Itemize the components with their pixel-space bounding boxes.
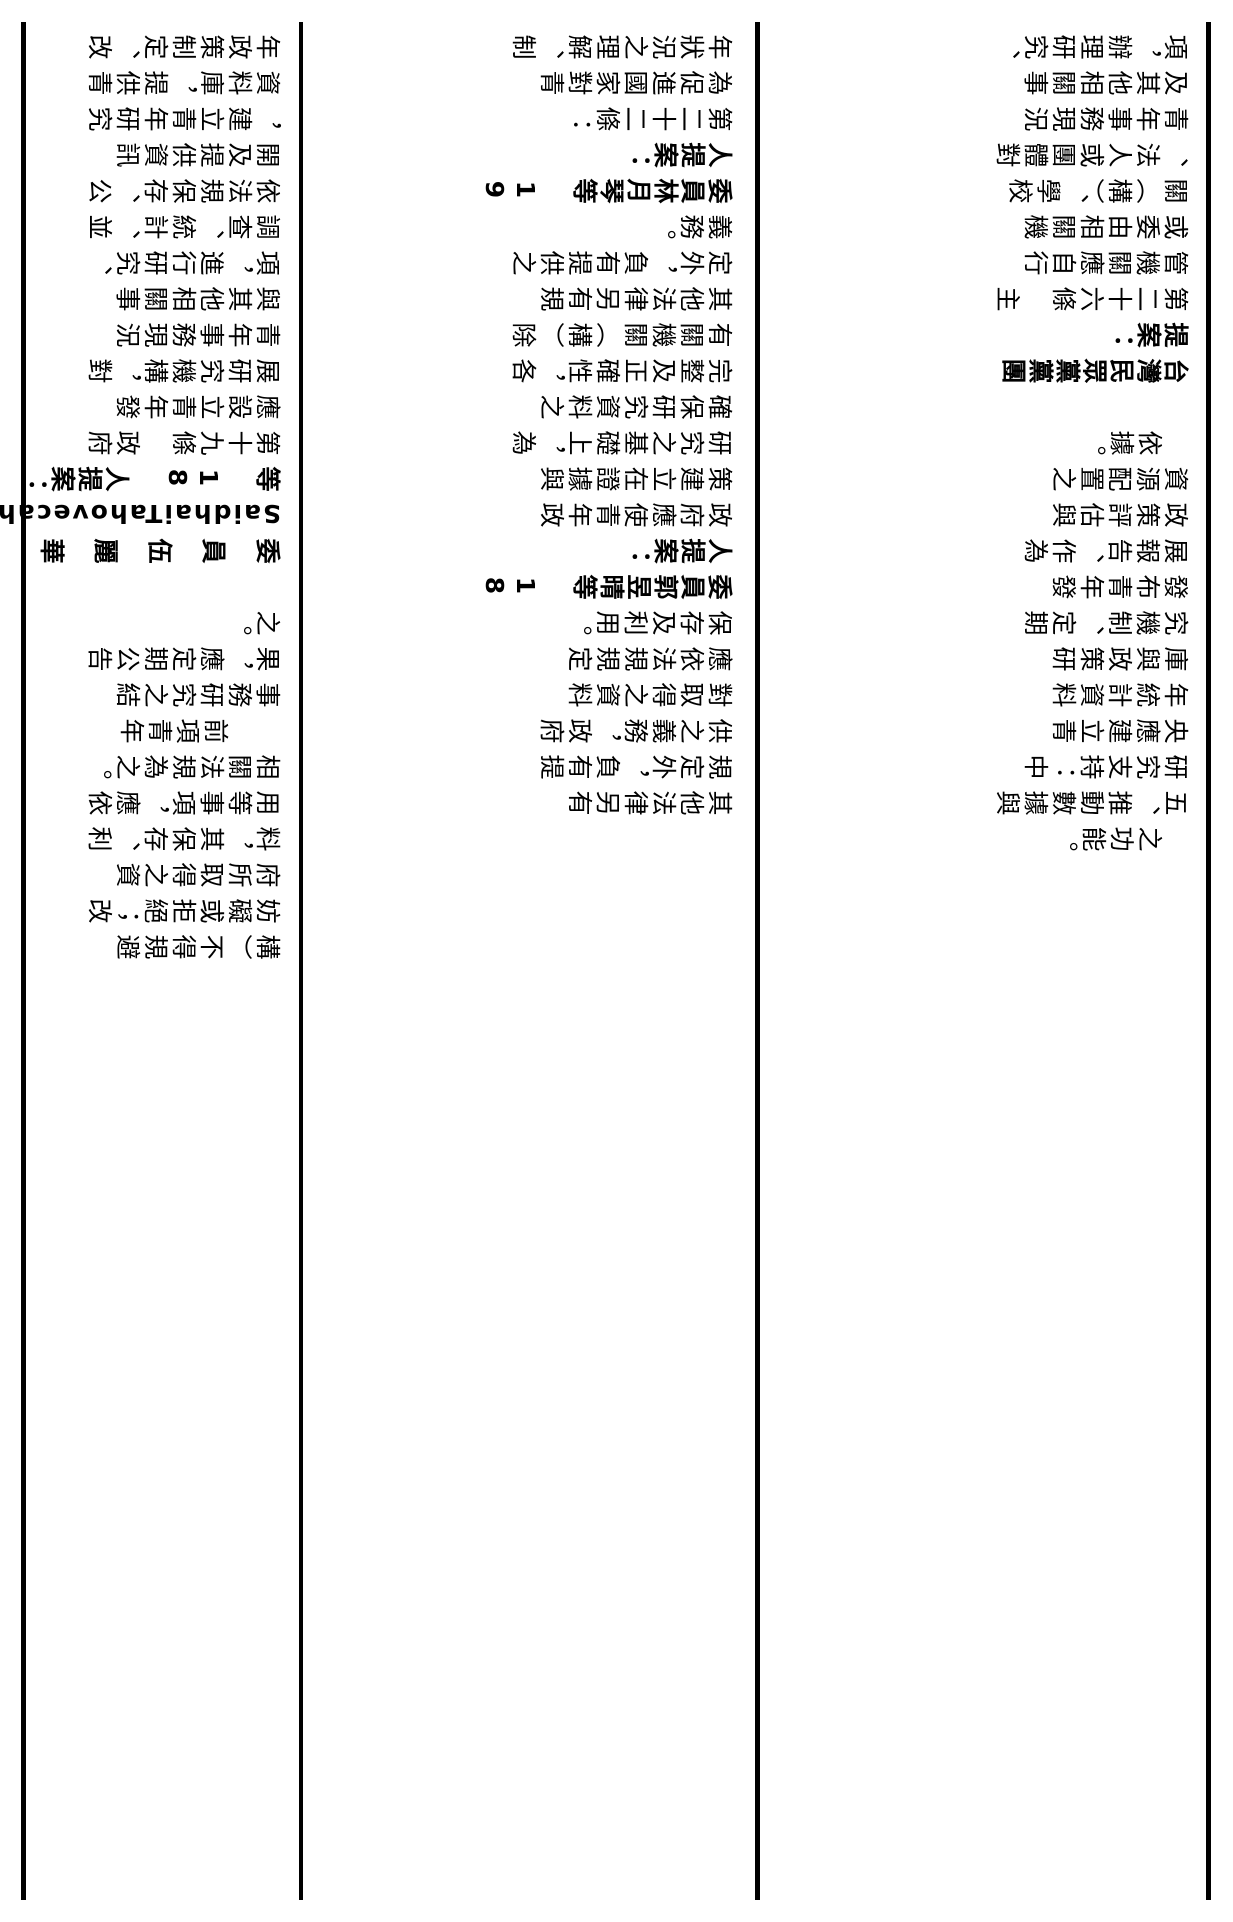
text-column: 五、推動數據與	[993, 787, 1189, 816]
text-column: 妨礙或拒絕；改	[85, 895, 281, 924]
text-column: 委員林月琴等 19	[478, 175, 733, 204]
text-column: 委 員 伍 麗 華	[38, 535, 281, 564]
text-column: 年狀況之理解、制	[509, 31, 733, 60]
column-block-left: 之功能。 五、推動數據與 研究支持：中 央應建立青 年統計資料 庫與政策研 究機制、定期 發布…	[759, 22, 1190, 852]
text-column: 其他法律另有	[565, 787, 733, 816]
text-column: 發布青年發	[1049, 571, 1189, 600]
text-column: 庫與政策研	[1049, 643, 1189, 672]
text-column: 人提案：	[625, 535, 733, 564]
text-column: 第二十六條 主	[993, 283, 1189, 312]
text-column	[26, 573, 281, 598]
text-column: 應依法規規定	[565, 643, 733, 672]
text-column: 政策評估與	[1049, 499, 1189, 528]
text-column: 為促進國家對青	[537, 67, 733, 96]
text-column: 確保研究資料之	[537, 391, 733, 420]
text-column: 構）不得規避	[113, 931, 281, 960]
text-column: 供之義務，政府	[537, 715, 733, 744]
text-column: 依據。	[1079, 427, 1163, 456]
text-column: 其他法律另有規	[537, 283, 733, 312]
text-column: 青年事務現況	[113, 319, 281, 348]
text-column: 研究支持：中	[1021, 751, 1189, 780]
text-column: 第二十二條：	[565, 103, 733, 132]
text-column: 對取得之資料	[565, 679, 733, 708]
text-column: 年政策制定、改	[85, 31, 281, 60]
text-column: 委員郭昱晴等 18	[478, 571, 733, 600]
text-column: 資源配置之	[1049, 463, 1189, 492]
text-column: 用等事項，應依	[85, 787, 281, 816]
text-column: 之。	[225, 607, 281, 636]
text-column: 或委由相關機	[1021, 211, 1189, 240]
text-column: 策建立在證據與	[537, 463, 733, 492]
text-column: 開及提供資訊	[113, 139, 281, 168]
text-column: 青年事務現況	[1021, 103, 1189, 132]
text-column: 府所取得之資	[113, 859, 281, 888]
column-block-right: 構）不得規避 妨礙或拒絕；改 府所取得之資 料，其保存、利 用等事項，應依 相關法規為之。…	[0, 22, 281, 960]
text-column: 研究之基礎上，為	[509, 427, 733, 456]
text-column: 展報告、作為	[1021, 535, 1189, 564]
text-column: 應設立青年發	[113, 391, 281, 420]
table-rule-top	[1206, 22, 1211, 1900]
text-column: 項，進行研究、	[85, 247, 281, 276]
text-column: 人提案：	[625, 139, 733, 168]
text-column: 之功能。	[1051, 823, 1163, 852]
text-column: ，建立青年研究	[85, 103, 281, 132]
text-column: 有關機關（構）除	[509, 319, 733, 348]
text-column: 完整及正確性，各	[509, 355, 733, 384]
text-column: 台灣民眾黨黨團	[1000, 355, 1189, 384]
text-column: 關（構）、學校	[1005, 175, 1190, 204]
text-column: 料，其保存、利	[85, 823, 281, 852]
text-column: 項，辦理研究、	[993, 31, 1189, 60]
text-column	[759, 393, 1189, 418]
text-column: 果，應定期公告	[85, 643, 281, 672]
text-column: 提案：	[1108, 319, 1189, 348]
text-column: 年統計資料	[1049, 679, 1189, 708]
text-column: 與其他相關事	[113, 283, 281, 312]
text-column: 資料庫，提供青	[85, 67, 281, 96]
text-column: 義務。	[649, 211, 733, 240]
text-column: 前項青年	[117, 715, 229, 744]
text-column: 依法規保存、公	[85, 175, 281, 204]
text-column: 究機制、定期	[1021, 607, 1189, 636]
text-column: 管機關應自行	[1021, 247, 1189, 276]
text-column: 調查、統計、並	[85, 211, 281, 240]
text-column: 事務研究之結	[113, 679, 281, 708]
text-column: 央應建立青	[1049, 715, 1189, 744]
column-block-middle: 其他法律另有 規定外，負有提 供之義務，政府 對取得之資料 應依法規規定 保存及利用。 委員…	[303, 22, 733, 816]
text-column: SaidhaiTahovecahe	[0, 499, 281, 528]
text-column: 展研究機構，對	[85, 355, 281, 384]
text-column: 定外，負有提供之	[509, 247, 733, 276]
text-column: 、法人或團體對	[993, 139, 1189, 168]
text-column: 相關法規為之。	[85, 751, 281, 780]
text-column: 及其他相關事	[1021, 67, 1189, 96]
text-column: 等 18 人提案：	[22, 463, 281, 492]
text-column: 保存及利用。	[565, 607, 733, 636]
text-column: 政府應使青年政	[537, 499, 733, 528]
text-column: 第十九條 政府	[85, 427, 281, 456]
text-column: 規定外，負有提	[537, 751, 733, 780]
